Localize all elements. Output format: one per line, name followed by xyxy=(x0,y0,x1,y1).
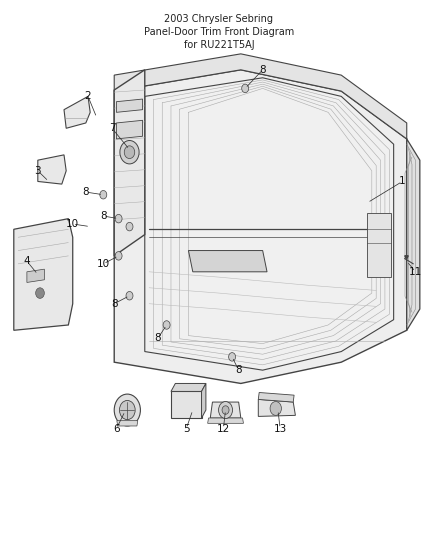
Polygon shape xyxy=(114,54,407,139)
Polygon shape xyxy=(117,421,138,426)
Text: 11: 11 xyxy=(409,267,422,277)
Polygon shape xyxy=(117,99,143,112)
Polygon shape xyxy=(201,383,206,418)
Text: 8: 8 xyxy=(111,298,117,309)
Circle shape xyxy=(120,400,135,419)
Polygon shape xyxy=(171,391,201,418)
Circle shape xyxy=(35,288,44,298)
Polygon shape xyxy=(208,418,244,423)
Circle shape xyxy=(126,292,133,300)
Text: 6: 6 xyxy=(113,424,120,434)
Circle shape xyxy=(229,353,236,361)
Text: 2: 2 xyxy=(85,91,92,101)
Polygon shape xyxy=(27,269,44,282)
Circle shape xyxy=(115,214,122,223)
Polygon shape xyxy=(367,213,392,277)
Polygon shape xyxy=(145,78,394,370)
Circle shape xyxy=(270,401,282,415)
Circle shape xyxy=(124,146,135,159)
Text: 10: 10 xyxy=(66,219,79,229)
Text: 12: 12 xyxy=(217,424,230,434)
Polygon shape xyxy=(64,96,90,128)
Text: 3: 3 xyxy=(35,166,41,176)
Polygon shape xyxy=(14,219,73,330)
Polygon shape xyxy=(114,70,407,383)
Text: 8: 8 xyxy=(100,211,106,221)
Polygon shape xyxy=(38,155,66,184)
Text: 1: 1 xyxy=(399,176,406,187)
Circle shape xyxy=(100,190,107,199)
Text: 8: 8 xyxy=(82,187,89,197)
Circle shape xyxy=(163,321,170,329)
Polygon shape xyxy=(171,383,206,391)
Circle shape xyxy=(219,401,233,418)
Circle shape xyxy=(115,252,122,260)
Text: 8: 8 xyxy=(155,333,161,343)
Circle shape xyxy=(114,394,141,426)
Text: 2003 Chrysler Sebring
Panel-Door Trim Front Diagram
for RU221T5AJ: 2003 Chrysler Sebring Panel-Door Trim Fr… xyxy=(144,14,294,51)
Text: 8: 8 xyxy=(259,65,266,75)
Circle shape xyxy=(126,222,133,231)
Polygon shape xyxy=(114,70,145,256)
Polygon shape xyxy=(258,399,295,416)
Polygon shape xyxy=(117,120,143,139)
Circle shape xyxy=(242,84,249,93)
Text: 5: 5 xyxy=(183,424,190,434)
Text: 8: 8 xyxy=(235,365,242,375)
Polygon shape xyxy=(258,392,294,402)
Circle shape xyxy=(120,141,139,164)
Text: 7: 7 xyxy=(109,123,115,133)
Text: 4: 4 xyxy=(24,256,30,266)
Polygon shape xyxy=(188,251,267,272)
Polygon shape xyxy=(407,139,420,330)
Polygon shape xyxy=(210,402,241,418)
Text: 10: 10 xyxy=(97,259,110,269)
Text: 13: 13 xyxy=(273,424,287,434)
Circle shape xyxy=(222,406,229,414)
